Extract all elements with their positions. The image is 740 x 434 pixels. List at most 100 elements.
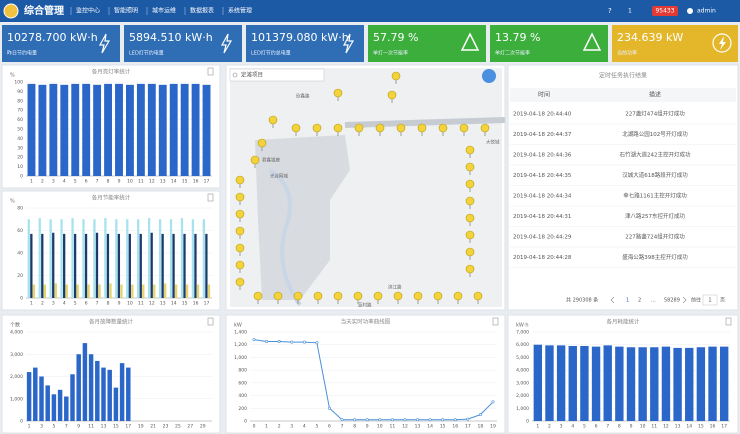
bar <box>95 360 100 421</box>
lamp-icon[interactable] <box>312 123 322 133</box>
search-box[interactable] <box>229 68 325 82</box>
lamp-icon[interactable] <box>235 243 245 253</box>
next[interactable] <box>682 296 687 304</box>
bar <box>194 233 197 298</box>
lamp-icon[interactable] <box>465 230 475 240</box>
bar <box>202 219 205 298</box>
chart-title: 当天实时功率曲线图 <box>341 318 391 326</box>
cell-time: 2019-04-18 20:44:37 <box>513 132 572 138</box>
lamp-icon[interactable] <box>291 123 301 133</box>
y-tick-label: 3,000 <box>10 352 23 358</box>
lamp-icon[interactable] <box>235 260 245 270</box>
lamp-icon[interactable] <box>253 291 263 301</box>
lamp-icon[interactable] <box>391 71 401 81</box>
kpi-label: LED灯节约总电量 <box>251 50 291 57</box>
x-tick-label: 11 <box>138 301 144 307</box>
x-tick-label: 13 <box>160 301 166 307</box>
lamp-icon[interactable] <box>465 162 475 172</box>
lamp-icon[interactable] <box>438 123 448 133</box>
page[interactable]: 1 <box>626 298 629 304</box>
lamp-icon[interactable] <box>250 155 260 165</box>
x-tick-label: 13 <box>101 424 107 430</box>
lamp-icon[interactable] <box>333 123 343 133</box>
lamp-icon[interactable] <box>413 291 423 301</box>
point <box>466 417 470 421</box>
x-tick-label: 1 <box>28 424 31 430</box>
chart-title: 各月耗能统计 <box>606 318 640 326</box>
lamp-icon[interactable] <box>313 291 323 301</box>
lamp-icon[interactable] <box>473 291 483 301</box>
menu-item[interactable]: 数据报表 <box>190 7 214 15</box>
lamp-icon[interactable] <box>465 247 475 257</box>
lamp-icon[interactable] <box>273 291 283 301</box>
page[interactable]: 58289 <box>664 298 680 304</box>
badge[interactable]: 95433 <box>655 8 674 15</box>
lamp-icon[interactable] <box>465 196 475 206</box>
y-unit: % <box>10 199 15 205</box>
y-unit: kW·h <box>516 323 529 329</box>
x-tick-label: 1 <box>265 424 268 430</box>
x-tick-label: 3 <box>52 179 55 185</box>
lamp-icon[interactable] <box>387 90 397 100</box>
lamp-icon[interactable] <box>235 209 245 219</box>
point <box>290 340 294 344</box>
edit-button[interactable] <box>482 69 496 83</box>
lamp-icon[interactable] <box>235 192 245 202</box>
lamp-icon[interactable] <box>373 291 383 301</box>
page[interactable]: ... <box>651 298 656 304</box>
lamp-icon[interactable] <box>465 264 475 274</box>
bar <box>638 347 647 421</box>
x-tick-label: 14 <box>171 301 177 307</box>
bar <box>164 283 167 298</box>
menu-item[interactable]: 监控中心 <box>76 7 100 15</box>
cell-desc: 津八路257东控开灯成功 <box>625 212 685 220</box>
point <box>403 418 407 422</box>
search-icon <box>232 72 238 78</box>
page-input[interactable] <box>702 294 718 306</box>
lamp-icon[interactable] <box>257 138 267 148</box>
help[interactable]: ? <box>608 7 612 15</box>
prev[interactable] <box>610 296 615 304</box>
x-tick-label: 6 <box>85 301 88 307</box>
menu-item[interactable]: 城市运维 <box>152 7 176 15</box>
lamp-icon[interactable] <box>396 123 406 133</box>
bar <box>126 367 131 421</box>
lamp-icon[interactable] <box>417 123 427 133</box>
lamp-icon[interactable] <box>235 175 245 185</box>
lamp-icon[interactable] <box>459 123 469 133</box>
bar <box>82 83 91 176</box>
user[interactable]: admin <box>697 8 716 15</box>
lamp-icon[interactable] <box>354 123 364 133</box>
lamp-icon[interactable] <box>465 145 475 155</box>
lamp-icon[interactable] <box>393 291 403 301</box>
bolt-icon <box>220 33 233 54</box>
search-text[interactable]: 定滩项目 <box>241 71 263 79</box>
menu-item[interactable]: 智能照明 <box>114 7 138 15</box>
bar <box>708 346 717 421</box>
x-tick-label: 6 <box>85 179 88 185</box>
lamp-icon[interactable] <box>353 291 363 301</box>
total: 共 290308 条 <box>566 297 598 304</box>
menu-item[interactable]: 系统管理 <box>228 7 252 15</box>
x-tick-label: 5 <box>583 424 586 430</box>
lamp-icon[interactable] <box>433 291 443 301</box>
messages[interactable]: 1 <box>628 8 632 15</box>
point <box>302 340 306 344</box>
bar <box>70 374 75 421</box>
lamp-icon[interactable] <box>235 226 245 236</box>
lamp-icon[interactable] <box>465 213 475 223</box>
page-input-value[interactable]: 1 <box>708 298 711 304</box>
lamp-icon[interactable] <box>235 277 245 287</box>
bar <box>54 283 57 298</box>
page[interactable]: 2 <box>638 298 641 304</box>
lamp-icon[interactable] <box>465 179 475 189</box>
lamp-icon[interactable] <box>293 291 303 301</box>
lamp-icon[interactable] <box>453 291 463 301</box>
lamp-icon[interactable] <box>480 123 490 133</box>
lamp-icon[interactable] <box>333 88 343 98</box>
bar <box>191 83 200 176</box>
lamp-icon[interactable] <box>375 123 385 133</box>
lamp-icon[interactable] <box>333 291 343 301</box>
lamp-icon[interactable] <box>268 115 278 125</box>
